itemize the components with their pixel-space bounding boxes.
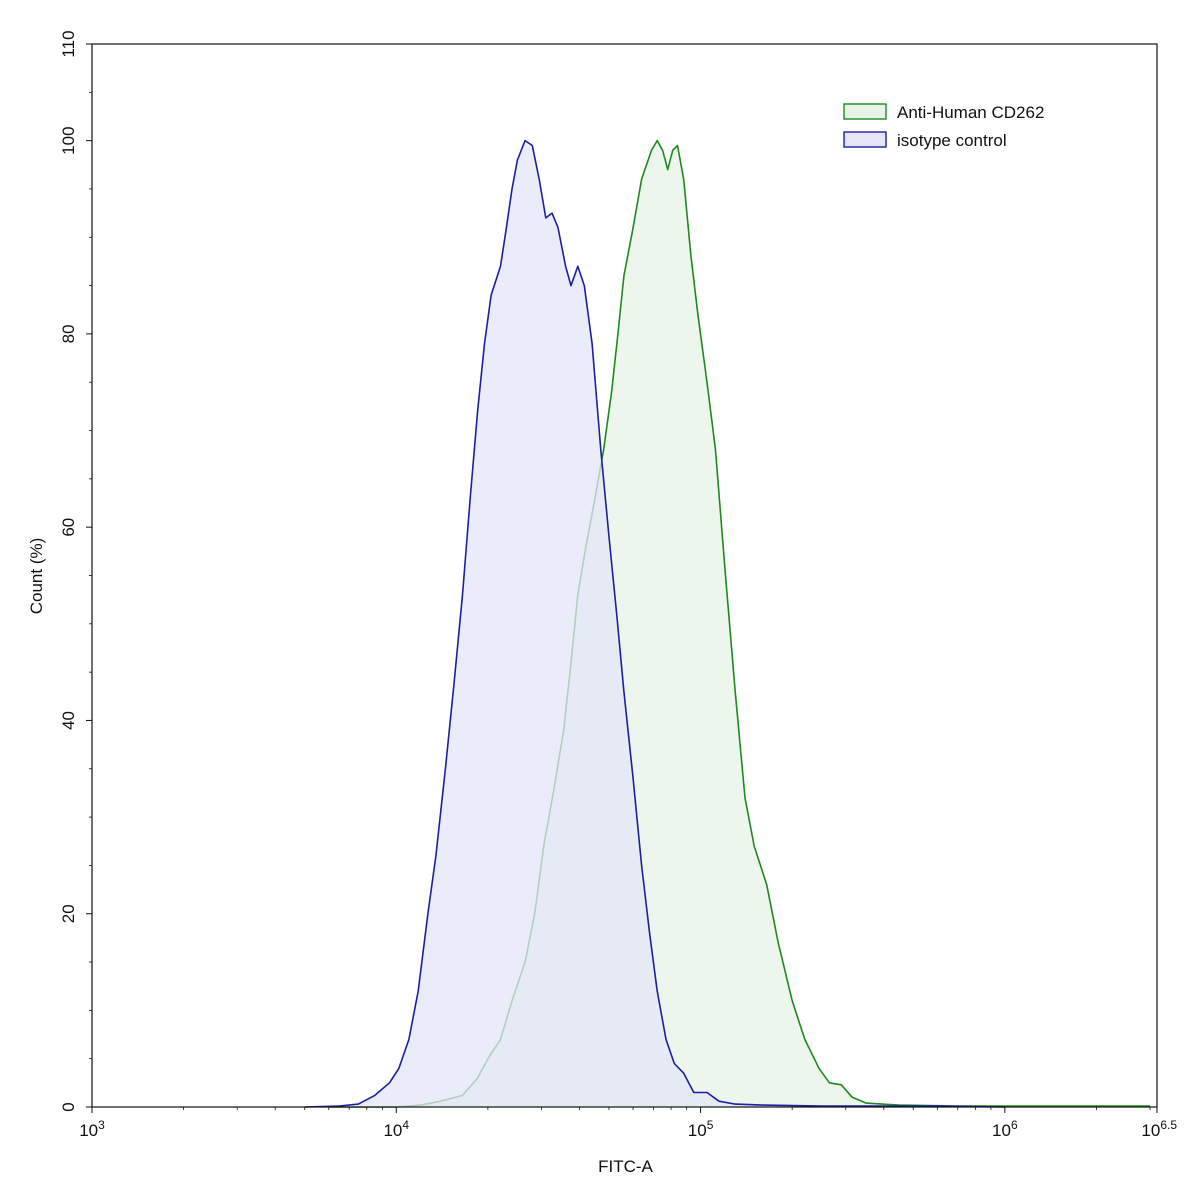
- series-area-2: [304, 140, 1005, 1108]
- x-axis-title: FITC-A: [598, 1157, 653, 1176]
- series-area-1: [328, 140, 1150, 1108]
- x-tick-label: 104: [383, 1118, 409, 1140]
- histogram-areas: [304, 139, 1150, 1108]
- x-tick-label: 105: [688, 1118, 714, 1140]
- legend: Anti-Human CD262 isotype control: [843, 103, 1044, 150]
- y-axis-title: Count (%): [27, 538, 46, 615]
- y-axis-ticks: 0 20 40 60 80 100 110: [59, 30, 92, 1112]
- series-line-2: [304, 139, 1005, 1108]
- x-tick-label: 106.5: [1141, 1118, 1177, 1140]
- y-tick-label: 60: [59, 518, 78, 537]
- legend-swatch: [843, 103, 887, 120]
- legend-label: Anti-Human CD262: [897, 103, 1044, 122]
- y-tick-label: 100: [59, 126, 78, 154]
- legend-label: isotype control: [897, 131, 1007, 150]
- y-tick-label: 0: [59, 1102, 78, 1111]
- x-axis-ticks: 103 104 105 106 106.5: [79, 1107, 1177, 1140]
- y-tick-label: 40: [59, 711, 78, 730]
- legend-swatch: [843, 131, 887, 148]
- y-tick-label: 80: [59, 324, 78, 343]
- y-tick-label: 110: [59, 30, 78, 57]
- x-tick-label: 103: [79, 1118, 105, 1140]
- x-tick-label: 106: [992, 1118, 1018, 1140]
- y-tick-label: 20: [59, 904, 78, 923]
